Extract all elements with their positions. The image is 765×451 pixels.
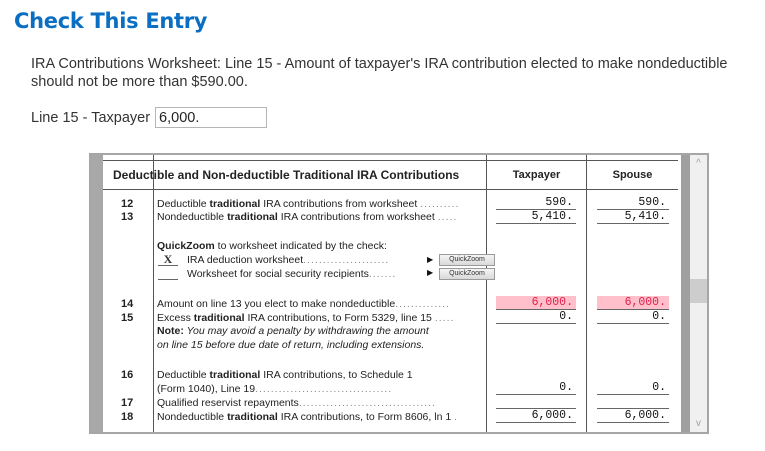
line-description: Deductible traditional IRA contributions… bbox=[157, 369, 413, 381]
quickzoom-item-label: IRA deduction worksheet.................… bbox=[187, 254, 390, 266]
right-gutter bbox=[681, 155, 690, 432]
line-number: 13 bbox=[121, 211, 134, 223]
note-text: Note: You may avoid a penalty by withdra… bbox=[157, 325, 429, 337]
line-description: Qualified reservist repayments..........… bbox=[157, 397, 436, 409]
left-gutter bbox=[91, 155, 103, 432]
quickzoom-button[interactable]: QuickZoom bbox=[439, 268, 495, 280]
line-number: 15 bbox=[121, 312, 134, 324]
divider bbox=[103, 189, 678, 190]
scroll-thumb[interactable] bbox=[690, 279, 707, 303]
quickzoom-item-label: Worksheet for social security recipients… bbox=[187, 268, 397, 280]
line-description: Nondeductible traditional IRA contributi… bbox=[157, 211, 458, 223]
scroll-down-icon[interactable]: v bbox=[696, 418, 701, 429]
line-number: 16 bbox=[121, 369, 134, 381]
line-description-cont: (Form 1040), Line 19....................… bbox=[157, 383, 393, 395]
line-number: 18 bbox=[121, 411, 134, 423]
line16-taxpayer-amount[interactable]: 0. bbox=[496, 381, 576, 395]
line-number: 14 bbox=[121, 298, 134, 310]
line14-spouse-amount[interactable]: 6,000. bbox=[597, 296, 669, 310]
scroll-up-icon[interactable]: ^ bbox=[696, 158, 701, 169]
quickzoom-intro: QuickZoom to worksheet indicated by the … bbox=[157, 240, 387, 252]
line-description: Excess traditional IRA contributions, to… bbox=[157, 312, 455, 324]
arrow-right-icon: ▶ bbox=[427, 268, 434, 277]
social-security-check[interactable] bbox=[158, 267, 178, 280]
dialog-title: Check This Entry bbox=[14, 9, 208, 33]
line13-taxpayer-amount[interactable]: 5,410. bbox=[496, 210, 576, 224]
line15-taxpayer-input[interactable] bbox=[155, 107, 268, 128]
arrow-right-icon: ▶ bbox=[427, 255, 434, 264]
field-row: Line 15 - Taxpayer bbox=[31, 107, 268, 128]
line12-taxpayer-amount[interactable]: 590. bbox=[496, 196, 576, 210]
divider bbox=[586, 155, 587, 432]
section-title: Deductible and Non-deductible Traditiona… bbox=[113, 168, 460, 182]
line-description: Amount on line 13 you elect to make nond… bbox=[157, 298, 451, 310]
line15-spouse-amount[interactable]: 0. bbox=[597, 310, 669, 324]
column-header-spouse: Spouse bbox=[612, 169, 653, 181]
ira-deduction-check[interactable]: X bbox=[158, 253, 178, 266]
field-label: Line 15 - Taxpayer bbox=[31, 109, 151, 126]
quickzoom-button[interactable]: QuickZoom bbox=[439, 254, 495, 266]
divider bbox=[153, 155, 154, 432]
line-number: 12 bbox=[121, 198, 134, 210]
line18-taxpayer-amount[interactable]: 6,000. bbox=[496, 409, 576, 423]
divider bbox=[103, 160, 678, 161]
line17-spouse-amount[interactable] bbox=[597, 395, 669, 409]
note-text: on line 15 before due date of return, in… bbox=[157, 339, 425, 351]
line-description: Deductible traditional IRA contributions… bbox=[157, 198, 460, 210]
line13-spouse-amount[interactable]: 5,410. bbox=[597, 210, 669, 224]
line-description: Nondeductible traditional IRA contributi… bbox=[157, 411, 459, 423]
error-message: IRA Contributions Worksheet: Line 15 - A… bbox=[31, 56, 728, 90]
line16-spouse-amount[interactable]: 0. bbox=[597, 381, 669, 395]
line12-spouse-amount[interactable]: 590. bbox=[597, 196, 669, 210]
line-number: 17 bbox=[121, 397, 134, 409]
worksheet-frame: Deductible and Non-deductible Traditiona… bbox=[89, 153, 709, 434]
vertical-scrollbar[interactable]: ^ v bbox=[690, 155, 707, 432]
line14-taxpayer-amount[interactable]: 6,000. bbox=[496, 296, 576, 310]
divider bbox=[486, 155, 487, 432]
worksheet-sheet: Deductible and Non-deductible Traditiona… bbox=[103, 155, 681, 432]
column-header-taxpayer: Taxpayer bbox=[512, 169, 561, 181]
line15-taxpayer-amount[interactable]: 0. bbox=[496, 310, 576, 324]
line18-spouse-amount[interactable]: 6,000. bbox=[597, 409, 669, 423]
line17-taxpayer-amount[interactable] bbox=[496, 395, 576, 409]
